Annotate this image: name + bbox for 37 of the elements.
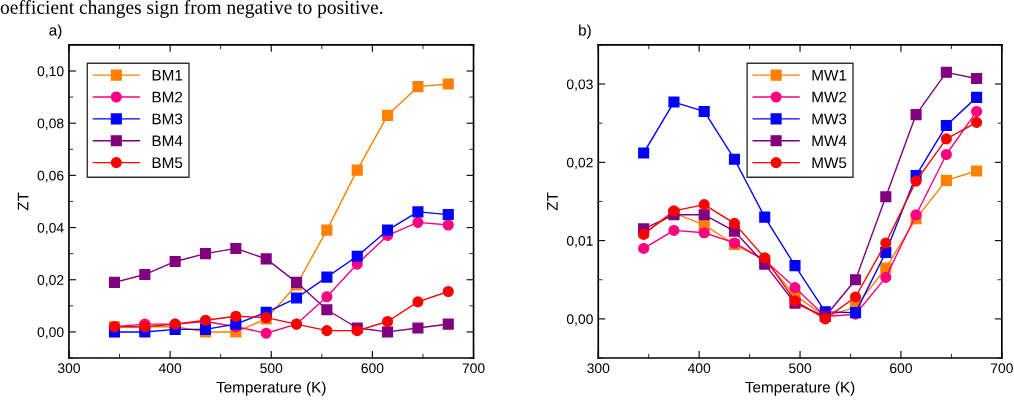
x-tick-label: 300 (587, 363, 610, 374)
text: a) (49, 24, 62, 39)
legend-label: MW5 (812, 157, 847, 169)
y-axis-title: ZT (17, 192, 29, 211)
x-tick-label: 600 (361, 363, 384, 374)
x-tick-label: 700 (990, 363, 1013, 374)
y-tick-label: 0,06 (37, 170, 64, 183)
legend-label: BM1 (152, 69, 183, 81)
legend-label: MW3 (812, 113, 847, 125)
x-tick-label: 500 (789, 363, 812, 374)
y-tick-label: 0,10 (37, 66, 64, 78)
y-tick-label: 0,00 (37, 327, 64, 339)
x-tick-label: 500 (260, 363, 283, 374)
x-tick-label: 600 (890, 363, 912, 374)
y-tick-label: 0,08 (37, 118, 64, 130)
legend-label: BM4 (152, 135, 183, 147)
legend-label: MW1 (812, 69, 847, 81)
x-axis-title: Temperature (K) (745, 381, 855, 396)
y-tick-label: 0,03 (566, 79, 593, 91)
legend-label: MW4 (812, 135, 847, 147)
x-tick-label: 400 (687, 363, 711, 374)
y-tick-label: 0,02 (566, 157, 593, 170)
legend-label: BM5 (152, 157, 183, 169)
legend-label: BM2 (152, 91, 183, 103)
y-tick-label: 0,04 (37, 222, 64, 235)
x-tick-label: 400 (158, 363, 182, 374)
y-tick-label: 0,01 (566, 235, 593, 248)
legend-label: MW2 (812, 91, 847, 103)
y-axis-title: ZT (547, 192, 558, 211)
legend-label: BM3 (152, 113, 183, 125)
text: b) (579, 24, 591, 39)
x-axis-title: Temperature (K) (216, 381, 326, 396)
x-tick-label: 700 (462, 363, 485, 374)
y-tick-label: 0,00 (566, 314, 593, 326)
x-tick-label: 300 (57, 363, 80, 374)
y-tick-label: 0,02 (37, 275, 64, 287)
text: oefficient changes sign from negative to positive. (0, 0, 383, 18)
